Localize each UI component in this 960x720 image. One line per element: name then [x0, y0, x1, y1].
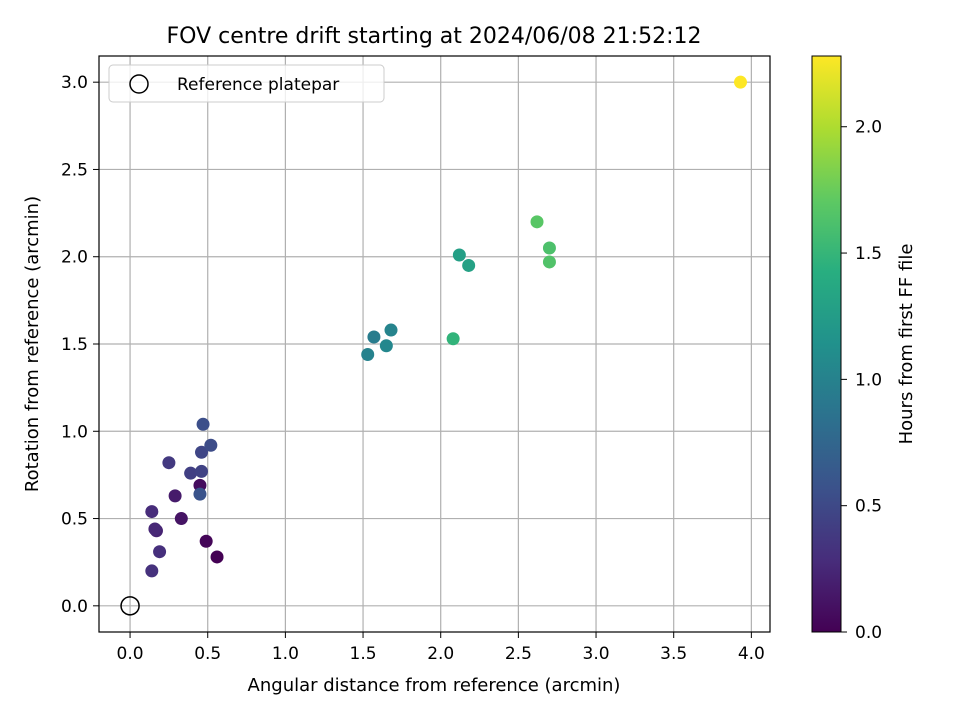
data-point	[153, 545, 167, 559]
colorbar-tick-label: 1.5	[855, 244, 882, 264]
colorbar-tick-label: 2.0	[855, 118, 882, 138]
data-points	[145, 75, 747, 578]
x-tick-label: 2.5	[505, 644, 532, 664]
x-tick-label: 1.5	[350, 644, 377, 664]
x-axis-ticks: 0.0 0.5 1.0 1.5 2.0 2.5 3.0 3.5 4.0	[117, 632, 765, 664]
data-point	[384, 323, 398, 337]
legend-marker	[129, 74, 149, 94]
data-point	[367, 330, 381, 344]
x-tick-label: 3.0	[583, 644, 610, 664]
data-point	[162, 456, 176, 470]
data-point	[542, 255, 556, 269]
data-point	[452, 248, 466, 262]
x-tick-label: 1.0	[272, 644, 299, 664]
data-point	[462, 258, 476, 272]
data-point	[148, 522, 162, 536]
data-point	[210, 550, 224, 564]
data-point	[530, 215, 544, 229]
colorbar-tick-label: 0.0	[855, 623, 882, 643]
y-tick-label: 2.0	[61, 248, 88, 268]
x-axis-label: Angular distance from reference (arcmin)	[248, 675, 621, 696]
reference-point-marker	[120, 596, 140, 616]
y-tick-label: 0.5	[61, 510, 88, 530]
data-point	[199, 534, 213, 548]
data-point	[542, 241, 556, 255]
colorbar-gradient	[811, 55, 842, 633]
legend-box	[108, 64, 385, 103]
y-axis-ticks: 0.0 0.5 1.0 1.5 2.0 2.5 3.0	[61, 73, 99, 617]
grid-lines	[99, 56, 770, 632]
data-point	[195, 445, 209, 459]
y-tick-label: 2.5	[61, 160, 88, 180]
x-tick-label: 2.0	[427, 644, 454, 664]
legend-label: Reference platepar	[177, 75, 339, 95]
y-tick-label: 1.0	[61, 422, 88, 442]
x-tick-label: 0.0	[117, 644, 144, 664]
colorbar-tick-label: 1.0	[855, 370, 882, 390]
data-point	[193, 487, 207, 501]
x-tick-label: 4.0	[738, 644, 765, 664]
data-point	[174, 512, 188, 526]
data-point	[184, 466, 198, 480]
data-point	[196, 417, 210, 431]
colorbar-ticks: 0.0 0.5 1.0 1.5 2.0	[841, 118, 882, 643]
data-point	[145, 505, 159, 519]
data-point	[446, 332, 460, 346]
chart-title: FOV centre drift starting at 2024/06/08 …	[167, 24, 702, 49]
data-point	[379, 339, 393, 353]
data-point	[361, 347, 375, 361]
data-point	[195, 464, 209, 478]
y-tick-label: 3.0	[61, 73, 88, 93]
data-point	[168, 489, 182, 503]
y-axis-label: Rotation from reference (arcmin)	[22, 196, 43, 492]
colorbar-label: Hours from first FF file	[896, 244, 917, 445]
x-tick-label: 3.5	[660, 644, 687, 664]
x-tick-label: 0.5	[194, 644, 221, 664]
data-point	[733, 75, 747, 89]
legend: Reference platepar	[108, 64, 385, 103]
y-tick-label: 1.5	[61, 335, 88, 355]
colorbar-tick-label: 0.5	[855, 497, 882, 517]
y-tick-label: 0.0	[61, 597, 88, 617]
data-point	[204, 438, 218, 452]
colorbar: 0.0 0.5 1.0 1.5 2.0 Hours from first FF file	[811, 55, 917, 643]
data-point	[145, 564, 159, 578]
